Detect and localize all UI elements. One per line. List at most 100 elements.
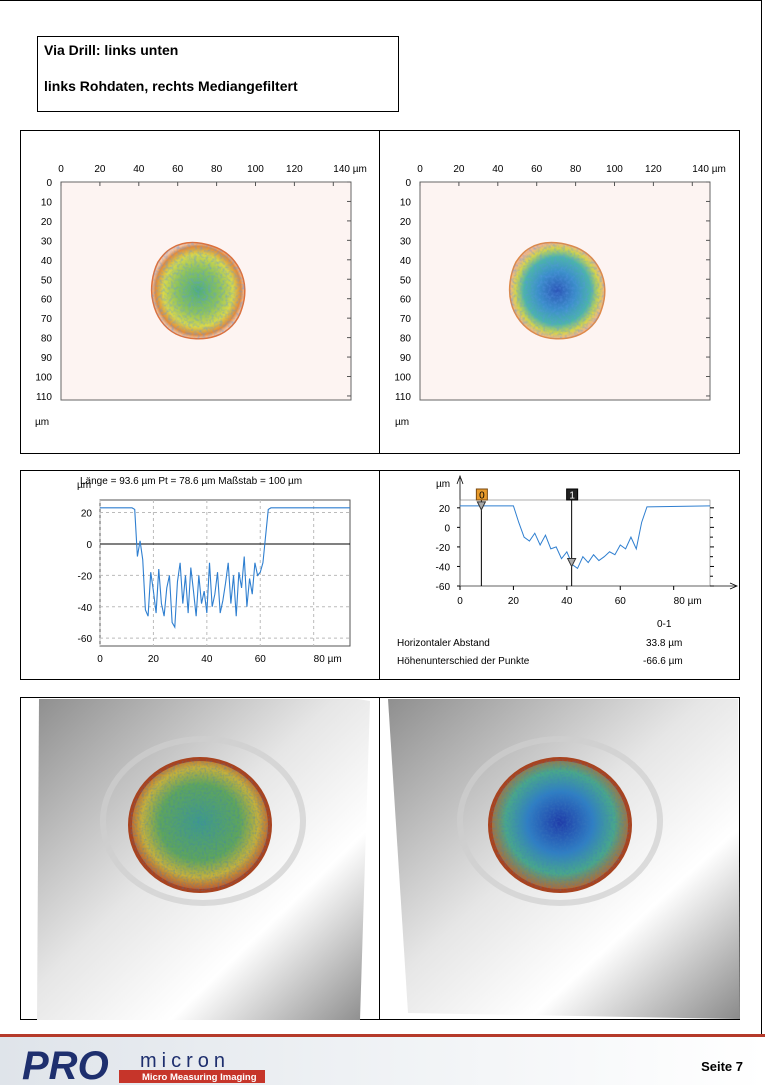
map-y-tick-label: 30: [41, 236, 53, 247]
map-y-tick-label: 90: [400, 353, 412, 364]
y-tick-label: -40: [78, 603, 93, 614]
title-line-2: links Rohdaten, rechts Mediangefiltert: [44, 78, 298, 94]
maps-svg: 0 20 40 60 80 100 120 140 µm0102030405060708090…: [35, 164, 726, 428]
map-y-tick-label: 0: [405, 178, 411, 189]
map-x-tick-label: 100: [606, 164, 623, 175]
map-y-tick-label: 10: [41, 197, 53, 208]
measure-row-1-label: Horizontaler Abstand: [397, 638, 490, 649]
logo-micron: micron: [140, 1050, 230, 1072]
map-y-tick-label: 60: [41, 295, 53, 306]
map-y-tick-label: 60: [400, 295, 412, 306]
map-x-tick-label: 0: [58, 164, 64, 175]
map-x-tick-label: 40: [133, 164, 145, 175]
x-tick-label: 60: [255, 654, 267, 665]
map-left: [60, 181, 352, 401]
x-tick-label: 60: [615, 596, 627, 607]
map-y-tick-label: 110: [395, 392, 411, 403]
view3d-right: [388, 699, 740, 1019]
cursor-1-marker[interactable]: [566, 488, 579, 501]
profiles-divider: [379, 470, 380, 680]
logo-tagline-bar: [119, 1070, 265, 1083]
cursor-1-point: [566, 558, 577, 568]
profile-left-grid: [99, 500, 350, 646]
company-logo: PRO micron Micro Measuring Imaging: [22, 1044, 265, 1085]
views3d-svg: [37, 699, 740, 1020]
map-y-tick-label: 70: [400, 314, 412, 325]
map-x-tick-label: 120: [645, 164, 662, 175]
y-tick-label: -60: [436, 582, 451, 593]
map-y-tick-label: 10: [400, 197, 412, 208]
cursor-0-marker[interactable]: [475, 488, 488, 501]
cursor-0-label: 0: [479, 491, 485, 502]
y-tick-label: -20: [436, 543, 451, 554]
y-tick-label: -20: [78, 571, 93, 582]
cursor-1-label: 1: [569, 491, 575, 502]
profile-right-series: [460, 505, 711, 570]
x-tick-label: 80 µm: [314, 654, 342, 665]
profile-left-header: Länge = 93.6 µm Pt = 78.6 µm Maßstab = 1…: [80, 476, 302, 487]
maps-panel: [20, 130, 740, 454]
profile-left-axes: 20 0 -20 -40 -60 0 20 40 60 80 µm: [78, 509, 350, 665]
profile-left-series: [100, 507, 350, 630]
x-tick-label: 20: [508, 596, 520, 607]
map-right-blob: [508, 241, 606, 340]
x-tick-label: 80 µm: [674, 596, 702, 607]
profile-left-yunit: µm: [77, 480, 91, 491]
measure-row-2-label: Höhenunterschied der Punkte: [397, 656, 530, 667]
map-x-tick-label: 80: [211, 164, 223, 175]
cursor-0-point: [476, 501, 487, 511]
map-y-tick-label: 110: [36, 392, 52, 403]
measure-row-1-value: 33.8 µm: [646, 638, 683, 649]
page-number: Seite 7: [701, 1059, 743, 1074]
view3d-left: [37, 699, 370, 1020]
profile-left-chart: Länge = 93.6 µm Pt = 78.6 µm Maßstab = 1…: [77, 476, 351, 665]
y-tick-label: 20: [439, 504, 451, 515]
map-x-tick-label: 20: [453, 164, 465, 175]
y-tick-label: 0: [86, 540, 92, 551]
profile-right-axes: 20 0 -20 -40 -60 0 20 40 60 80 µm: [436, 504, 714, 607]
measure-row-2-value: -66.6 µm: [643, 656, 683, 667]
map-y-tick-label: 70: [41, 314, 53, 325]
map-right-unit: µm: [395, 417, 409, 428]
profile-right-plot-area: [459, 499, 711, 587]
logo-tagline: Micro Measuring Imaging: [142, 1072, 257, 1083]
map-y-tick-label: 50: [41, 275, 53, 286]
logo-pro: PRO: [22, 1044, 109, 1085]
map-x-tick-label: 60: [172, 164, 184, 175]
map-x-tick-label: 20: [94, 164, 106, 175]
x-tick-label: 40: [561, 596, 573, 607]
y-tick-label: 20: [81, 509, 93, 520]
map-y-tick-label: 0: [46, 178, 52, 189]
y-tick-label: 0: [444, 523, 450, 534]
measure-col-header: 0-1: [657, 619, 672, 630]
title-line-1: Via Drill: links unten: [44, 42, 179, 58]
map-left-ticks: 0 20 40 60 80 100 120 140 µm 0 10 20 30 40 50 60 70 80 90…: [35, 164, 367, 403]
map-y-tick-label: 20: [41, 217, 53, 228]
map-y-tick-label: 40: [41, 256, 53, 267]
y-tick-label: -60: [78, 634, 93, 645]
map-x-tick-label: 0: [417, 164, 423, 175]
profile-left-plot-area: [99, 499, 351, 647]
map-y-tick-label: 40: [400, 256, 412, 267]
map-x-tick-label: 140 µm: [333, 164, 367, 175]
map-y-tick-label: 100: [35, 373, 52, 384]
map-x-tick-label: 120: [286, 164, 303, 175]
x-tick-label: 0: [97, 654, 103, 665]
footer-accent-line: [0, 1034, 765, 1037]
map-x-tick-label: 100: [247, 164, 264, 175]
map-y-tick-label: 80: [400, 334, 412, 345]
profile-right-yunit: µm: [436, 479, 450, 490]
x-tick-label: 40: [201, 654, 213, 665]
views3d-panel: [20, 697, 740, 1020]
map-y-tick-label: 100: [394, 373, 411, 384]
map-x-tick-label: 60: [531, 164, 543, 175]
map-y-tick-label: 20: [400, 217, 412, 228]
map-y-tick-label: 50: [400, 275, 412, 286]
map-x-tick-label: 40: [492, 164, 504, 175]
profiles-panel: [20, 470, 740, 680]
map-y-tick-label: 90: [41, 353, 53, 364]
map-right: [419, 181, 711, 401]
